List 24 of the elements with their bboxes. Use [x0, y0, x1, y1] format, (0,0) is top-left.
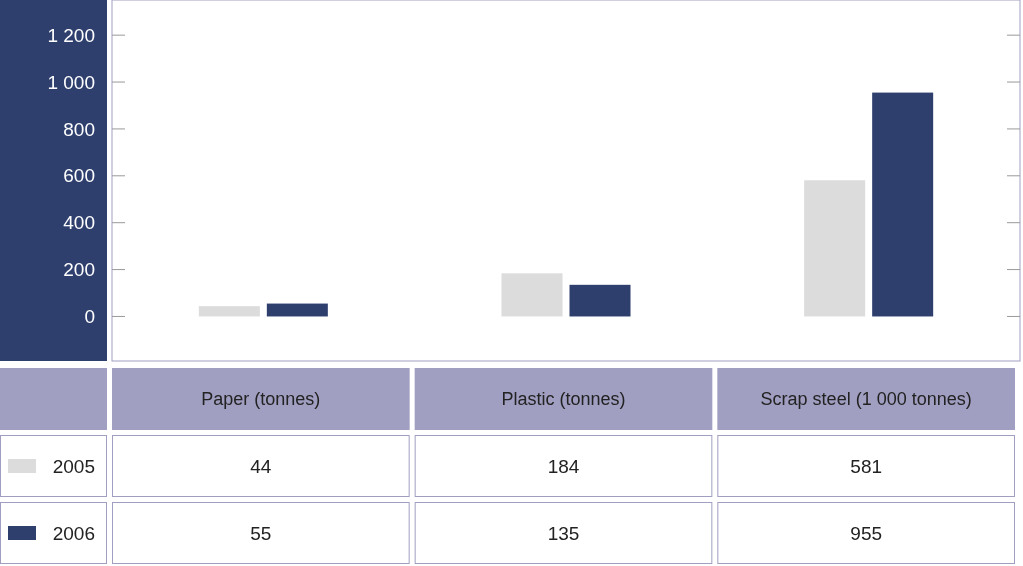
x-tick-label: Plastic (tonnes)	[501, 389, 626, 410]
y-tick-label: 800	[63, 118, 95, 140]
bar	[872, 92, 934, 317]
bar	[266, 303, 328, 317]
x-tick-label: Paper (tonnes)	[201, 389, 321, 410]
data-label: 55	[250, 522, 272, 544]
bar	[198, 306, 260, 317]
y-tick-label: 600	[63, 165, 95, 187]
data-label: 955	[850, 522, 883, 544]
y-tick-label: 200	[63, 259, 95, 281]
y-tick-label: 1 000	[47, 71, 95, 93]
data-label: 581	[850, 455, 883, 477]
bar	[501, 273, 563, 317]
y-tick-label: 400	[63, 212, 95, 234]
bar	[569, 284, 631, 317]
bar	[804, 180, 866, 317]
x-tick-label: Scrap steel (1 000 tonnes)	[760, 389, 972, 410]
data-label: 135	[547, 522, 580, 544]
legend-label: 2005	[52, 455, 95, 477]
data-label: 44	[250, 455, 272, 477]
y-tick-label: 0	[84, 306, 95, 328]
legend-label: 2006	[52, 522, 95, 544]
y-tick-label: 1 200	[47, 24, 95, 46]
data-label: 184	[547, 455, 580, 477]
